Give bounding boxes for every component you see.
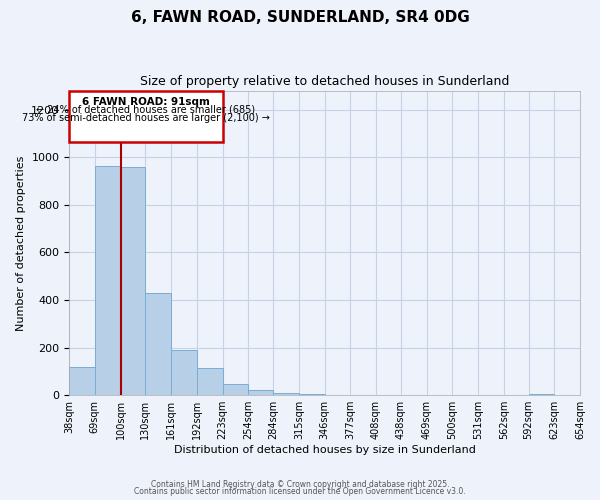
Bar xyxy=(299,394,325,395)
Text: Contains public sector information licensed under the Open Government Licence v3: Contains public sector information licen… xyxy=(134,487,466,496)
Text: 6 FAWN ROAD: 91sqm: 6 FAWN ROAD: 91sqm xyxy=(82,96,210,106)
Text: ← 24% of detached houses are smaller (685): ← 24% of detached houses are smaller (68… xyxy=(36,105,256,115)
Bar xyxy=(69,366,95,395)
Bar xyxy=(529,394,554,395)
Text: Contains HM Land Registry data © Crown copyright and database right 2025.: Contains HM Land Registry data © Crown c… xyxy=(151,480,449,489)
Y-axis label: Number of detached properties: Number of detached properties xyxy=(16,155,26,330)
Bar xyxy=(121,166,145,395)
Bar xyxy=(197,368,223,395)
Title: Size of property relative to detached houses in Sunderland: Size of property relative to detached ho… xyxy=(140,75,509,88)
Bar xyxy=(273,393,299,395)
X-axis label: Distribution of detached houses by size in Sunderland: Distribution of detached houses by size … xyxy=(173,445,475,455)
Bar xyxy=(171,350,197,395)
Text: 73% of semi-detached houses are larger (2,100) →: 73% of semi-detached houses are larger (… xyxy=(22,113,270,123)
Bar xyxy=(95,166,121,395)
Bar xyxy=(145,293,171,395)
Bar xyxy=(248,390,273,395)
Text: 6, FAWN ROAD, SUNDERLAND, SR4 0DG: 6, FAWN ROAD, SUNDERLAND, SR4 0DG xyxy=(131,10,469,25)
FancyBboxPatch shape xyxy=(69,90,223,142)
Bar xyxy=(223,384,248,395)
